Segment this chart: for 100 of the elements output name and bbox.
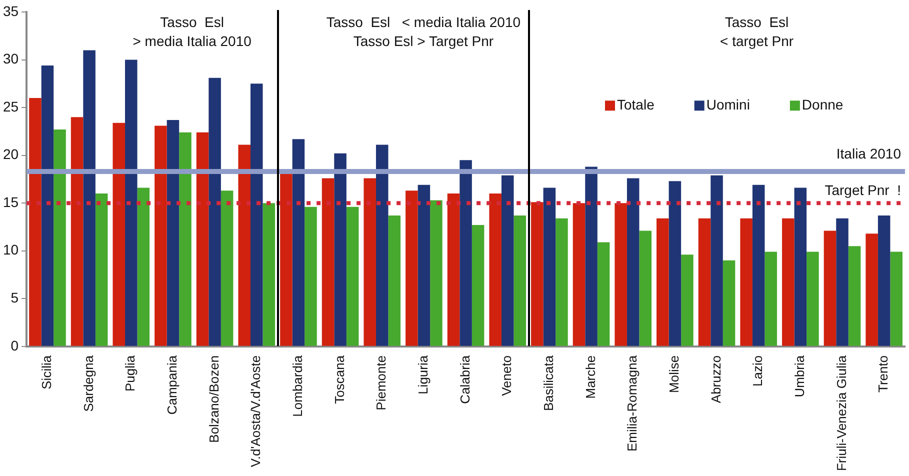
x-tick-label: Friuli-Venezia Giulia xyxy=(834,354,849,472)
bar xyxy=(196,132,209,346)
bar xyxy=(460,160,472,346)
y-tick-label: 10 xyxy=(2,242,19,258)
x-tick-label: Calabria xyxy=(457,354,472,404)
bar xyxy=(220,190,234,346)
y-tick-label: 0 xyxy=(10,337,19,354)
y-tick-label: 25 xyxy=(2,98,19,114)
x-tick-label: Bolzano/Bozen xyxy=(206,355,222,443)
annotation: Tasso Esl < media Italia 2010 Tasso Esl > Target Pnr xyxy=(326,14,521,49)
bar xyxy=(614,203,627,346)
x-tick-label: Puglia xyxy=(122,354,138,392)
bar xyxy=(848,246,861,346)
bar xyxy=(752,184,765,346)
bar xyxy=(250,84,263,346)
bar xyxy=(806,252,819,346)
bar xyxy=(597,242,610,346)
bar xyxy=(543,188,556,346)
bar xyxy=(376,144,388,346)
bar xyxy=(710,175,723,346)
bar xyxy=(836,218,848,346)
bar xyxy=(322,178,334,346)
legend-label: Donne xyxy=(802,96,844,112)
bar xyxy=(95,194,108,346)
bar xyxy=(154,126,167,346)
x-tick-label: Veneto xyxy=(499,355,514,396)
bar xyxy=(472,225,484,346)
legend-label: Uomini xyxy=(706,96,750,112)
bar xyxy=(292,139,305,346)
x-tick-label: Marche xyxy=(582,355,598,399)
bar xyxy=(304,206,317,346)
x-tick-label: Basilicata xyxy=(541,354,556,412)
legend-label: Totale xyxy=(617,96,655,112)
bar xyxy=(29,98,42,346)
x-tick-label: Trento xyxy=(876,355,891,392)
bar xyxy=(890,252,902,346)
bar xyxy=(698,218,711,346)
x-tick-label: Sardegna xyxy=(80,354,96,412)
x-tick-label: Lazio xyxy=(750,355,766,386)
bar xyxy=(514,216,526,346)
annotation: Tasso Esl < target Pnr xyxy=(720,14,794,49)
bar xyxy=(878,216,890,346)
bar xyxy=(137,188,150,346)
bar xyxy=(388,216,401,346)
bar xyxy=(585,166,598,346)
bar xyxy=(346,206,359,346)
bar xyxy=(722,260,736,346)
x-tick-label: Abruzzo xyxy=(708,355,724,404)
bar xyxy=(179,132,192,346)
bar xyxy=(70,117,84,346)
bar xyxy=(83,50,96,346)
bar xyxy=(112,122,126,346)
x-tick-label: V.d'Aosta/V.d'Aoste xyxy=(248,355,264,468)
bar xyxy=(125,60,138,346)
x-tick-label: Lombardia xyxy=(290,354,306,417)
y-tick-label: 15 xyxy=(2,194,19,210)
bar xyxy=(556,218,568,346)
x-tick-label: Emilia-Romagna xyxy=(624,354,640,452)
y-tick-label: 35 xyxy=(2,2,19,19)
bar xyxy=(166,120,180,346)
ref-line-label: Italia 2010 xyxy=(836,145,902,162)
x-tick-label: Sicilia xyxy=(39,354,54,390)
bar xyxy=(41,66,54,346)
bar xyxy=(794,188,807,346)
bar xyxy=(208,78,221,346)
x-tick-label: Molise xyxy=(666,355,682,393)
bar xyxy=(866,234,878,346)
bar xyxy=(262,203,276,346)
bar xyxy=(430,200,442,346)
bar xyxy=(489,194,502,346)
bar xyxy=(740,218,752,346)
x-tick-label: Piemonte xyxy=(374,355,389,410)
annotation: Tasso Esl > media Italia 2010 xyxy=(132,14,252,49)
bar xyxy=(238,144,250,346)
bar xyxy=(656,218,669,346)
x-tick-label: Umbria xyxy=(792,354,808,398)
bar xyxy=(572,203,586,346)
bar xyxy=(54,130,66,346)
x-tick-label: Toscana xyxy=(332,354,347,404)
ref-line-label: Target Pnr ! xyxy=(824,182,901,198)
bar xyxy=(364,178,376,346)
bar xyxy=(639,230,652,346)
bar xyxy=(764,252,777,346)
bar xyxy=(782,218,794,346)
x-tick-label: Campania xyxy=(164,354,180,415)
bar xyxy=(418,184,430,346)
bar xyxy=(334,153,346,346)
bar xyxy=(280,172,292,346)
bar xyxy=(824,230,836,346)
bar xyxy=(626,178,640,346)
bar xyxy=(668,181,682,346)
y-tick-label: 20 xyxy=(2,146,19,162)
bar xyxy=(531,202,544,346)
y-tick-label: 30 xyxy=(2,50,19,67)
bar xyxy=(406,190,418,346)
bar xyxy=(501,175,514,346)
x-tick-label: Liguria xyxy=(416,354,431,394)
bar xyxy=(681,254,694,346)
y-tick-label: 5 xyxy=(10,289,19,306)
bar xyxy=(447,194,460,346)
